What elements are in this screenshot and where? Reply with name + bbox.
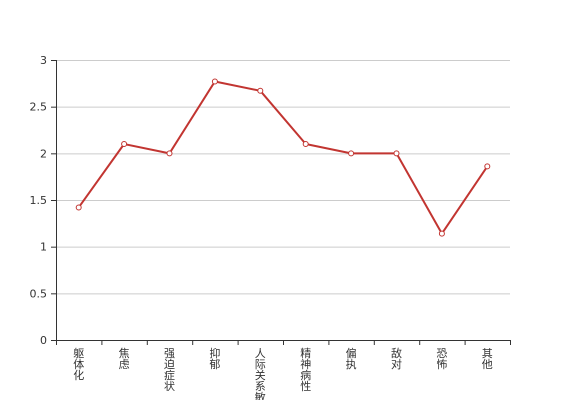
data-point[interactable] (121, 141, 128, 147)
data-point[interactable] (211, 78, 218, 85)
data-point[interactable] (484, 163, 491, 170)
y-tick-label: 2 (40, 147, 47, 160)
data-point[interactable] (438, 230, 445, 237)
y-tick-label: 3 (40, 54, 47, 67)
data-point[interactable] (75, 204, 82, 211)
x-tick-label: 人际关系敏感 (255, 347, 266, 400)
x-tick-label: 精神病性 (300, 347, 311, 393)
x-tick-label: 恐怖 (436, 347, 447, 371)
y-axis-ticks: 0 0.5 1 1.5 2 2.5 3 (30, 54, 56, 347)
data-point[interactable] (257, 87, 264, 94)
x-axis-ticks: 躯体化 焦虑 强迫症状 抑郁 人际关系敏感 精神病性 偏执 敌对 恐怖 其他 (56, 340, 511, 400)
data-point[interactable] (302, 141, 309, 147)
y-tick-label: 0.5 (30, 287, 48, 300)
series (75, 78, 491, 237)
data-point[interactable] (348, 150, 355, 157)
data-point[interactable] (166, 150, 173, 157)
series-line (77, 80, 489, 235)
grid-lines (56, 60, 510, 295)
x-tick-label: 偏执 (346, 346, 357, 371)
x-tick-label: 焦虑 (119, 347, 130, 371)
y-tick-label: 1 (40, 241, 47, 254)
x-tick-label: 强迫症状 (164, 347, 175, 393)
y-tick-label: 1.5 (30, 194, 48, 207)
data-point[interactable] (393, 150, 400, 157)
x-tick-label: 其他 (482, 347, 493, 371)
x-tick-label: 抑郁 (209, 346, 220, 371)
y-tick-label: 2.5 (30, 101, 48, 114)
x-tick-label: 敌对 (391, 346, 402, 371)
x-tick-label: 躯体化 (73, 347, 84, 382)
y-tick-label: 0 (40, 334, 47, 347)
